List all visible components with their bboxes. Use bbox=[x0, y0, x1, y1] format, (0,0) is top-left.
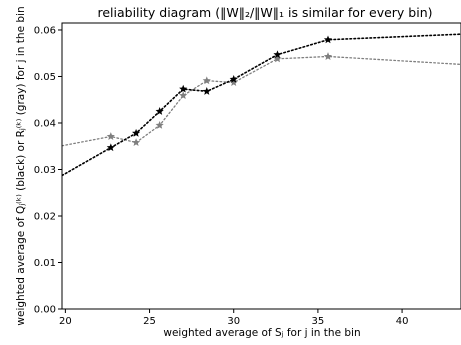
x-tick-label: 40 bbox=[396, 316, 409, 327]
data-point-black bbox=[273, 50, 282, 59]
y-tick-label: 0.06 bbox=[34, 25, 56, 36]
x-tick-label: 20 bbox=[59, 316, 72, 327]
series-line-black bbox=[62, 33, 461, 177]
data-point-gray bbox=[273, 54, 282, 63]
y-tick-label: 0.04 bbox=[34, 118, 56, 129]
data-point-gray bbox=[323, 52, 333, 60]
plot-area bbox=[62, 33, 461, 177]
series-line-gray bbox=[62, 55, 461, 147]
data-point-gray bbox=[202, 76, 211, 85]
data-point-gray bbox=[179, 91, 188, 100]
data-point-black bbox=[179, 84, 188, 93]
y-tick-label: 0.01 bbox=[34, 258, 56, 269]
data-point-gray bbox=[106, 132, 115, 140]
y-tick-label: 0.05 bbox=[34, 72, 56, 83]
x-tick-label: 35 bbox=[312, 316, 325, 327]
y-axis-label: weighted average of Qⱼ⁽ᵏ⁾ (black) or Rⱼ⁽… bbox=[15, 6, 27, 325]
chart-title: reliability diagram (‖W‖₂/‖W‖₁ is simila… bbox=[97, 5, 432, 20]
axis-ticks: 20 25 30 35 40 0.00 0.01 0.02 0.03 0.04 0.05 0.06 bbox=[34, 25, 409, 327]
data-point-black bbox=[155, 107, 164, 115]
data-point-black bbox=[323, 35, 333, 44]
data-point-gray bbox=[131, 138, 141, 146]
data-point-gray bbox=[229, 78, 238, 86]
y-tick-label: 0.03 bbox=[34, 165, 56, 176]
data-point-black bbox=[229, 74, 238, 83]
data-point-gray bbox=[155, 121, 164, 129]
y-tick-label: 0.00 bbox=[34, 305, 56, 316]
data-point-black bbox=[106, 143, 115, 152]
x-tick-label: 30 bbox=[227, 316, 240, 327]
data-point-black bbox=[202, 87, 211, 95]
y-tick-label: 0.02 bbox=[34, 211, 56, 222]
x-tick-label: 25 bbox=[143, 316, 156, 327]
x-axis-label: weighted average of Sⱼ for j in the bin bbox=[163, 327, 360, 339]
plot-frame bbox=[61, 22, 461, 310]
data-point-black bbox=[131, 128, 141, 137]
